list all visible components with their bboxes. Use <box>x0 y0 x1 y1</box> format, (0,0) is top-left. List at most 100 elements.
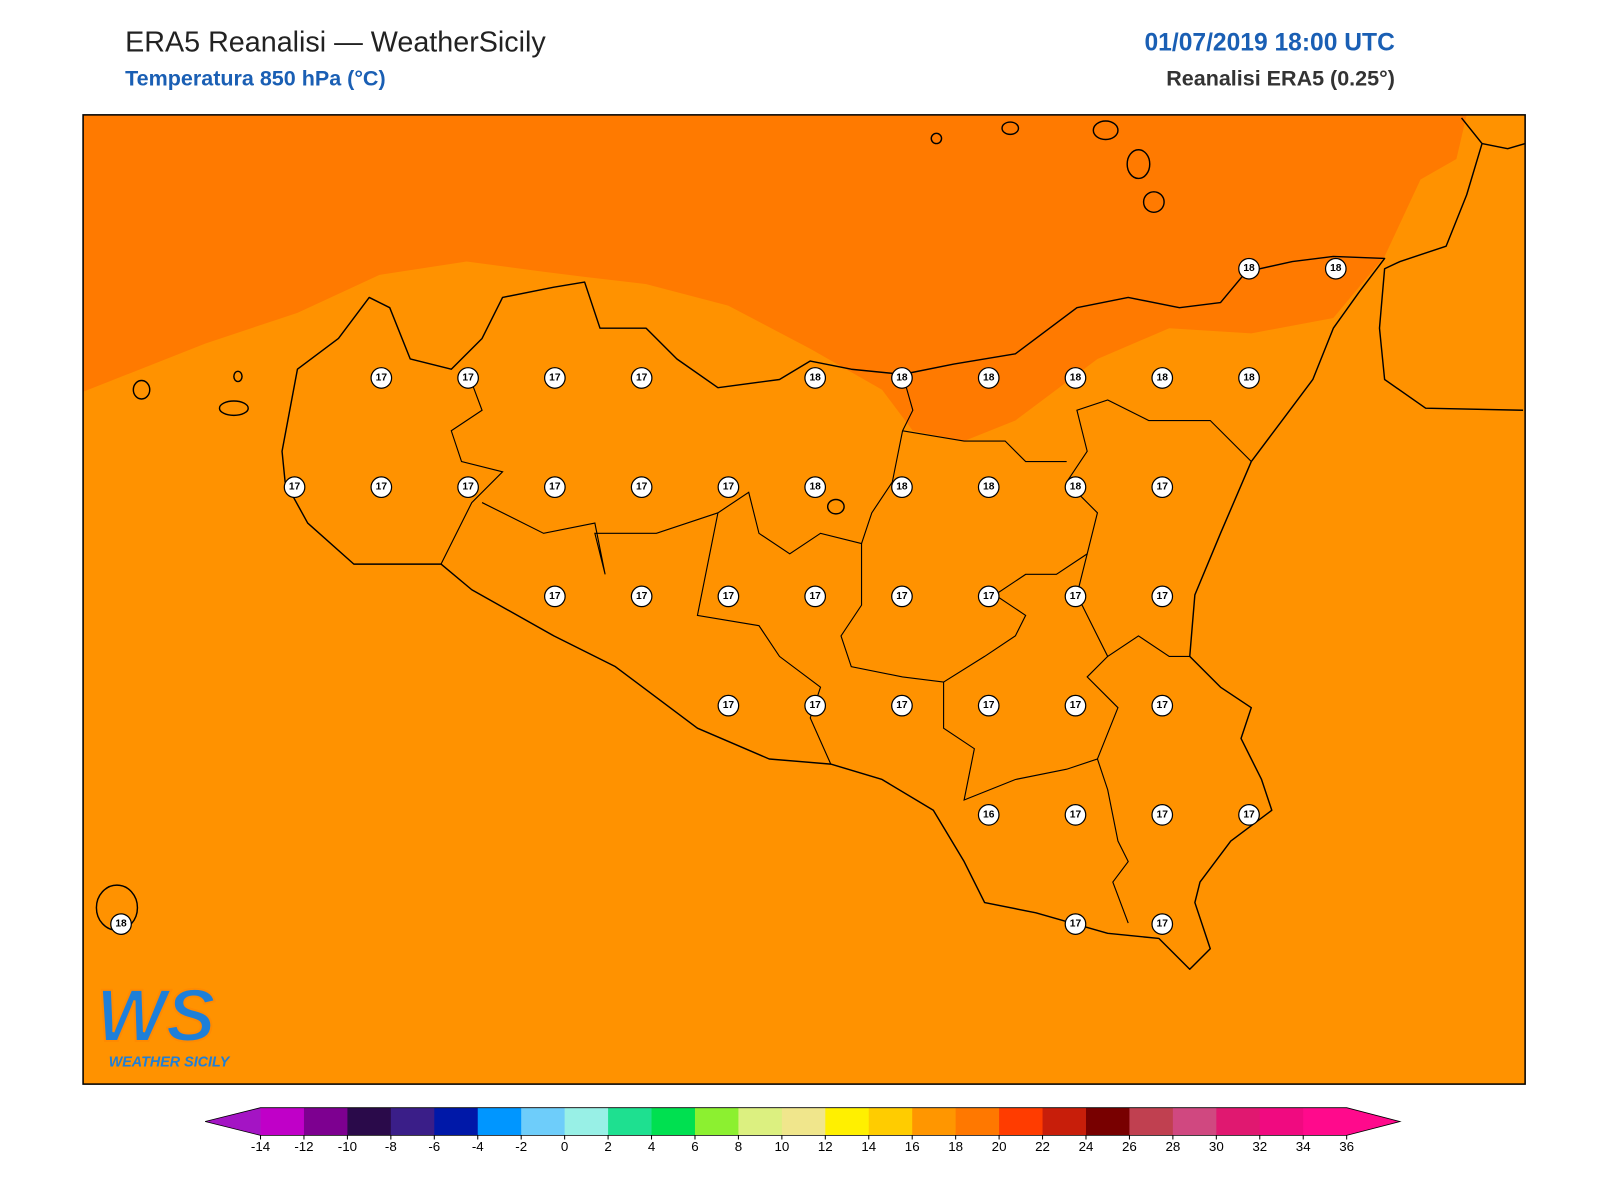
colorbar-over <box>1346 1107 1400 1136</box>
station-marker <box>977 585 1000 608</box>
lake <box>826 498 845 515</box>
colorbar-tick-label: 32 <box>1252 1139 1267 1154</box>
station-marker <box>457 367 479 389</box>
colorbar-bin <box>738 1107 783 1136</box>
station-value: 17 <box>1157 919 1169 930</box>
station-marker <box>717 585 740 608</box>
station-value: 18 <box>809 372 821 383</box>
colorbar-bin <box>390 1107 435 1136</box>
station: 17 <box>1064 585 1087 608</box>
station-value: 17 <box>983 700 995 711</box>
colorbar-tick-label: 36 <box>1339 1139 1354 1154</box>
station: 17 <box>1151 803 1174 826</box>
station: 17 <box>630 585 653 608</box>
station-value: 17 <box>636 482 648 493</box>
station-value: 18 <box>1070 482 1082 493</box>
station: 17 <box>543 476 566 499</box>
colorbar-bin <box>1085 1107 1130 1136</box>
station: 17 <box>891 585 913 608</box>
station-marker <box>1151 585 1174 608</box>
station-marker <box>1064 913 1087 935</box>
station-marker <box>630 585 653 608</box>
colorbar-tick-label: 26 <box>1122 1139 1137 1154</box>
colorbar-tick-label: -12 <box>294 1139 313 1154</box>
province-border <box>943 682 1129 924</box>
station-marker <box>1324 257 1347 280</box>
station-marker <box>1151 803 1174 826</box>
station: 18 <box>891 476 913 499</box>
stations: 18 18 17 17 17 17 18 18 18 18 18 18 17 17 17 17 17 17 18 18… <box>110 257 1347 935</box>
datetime: 01/07/2019 18:00 UTC <box>1144 30 1395 57</box>
station: 17 <box>630 367 653 389</box>
colorbar-tick-label: -8 <box>385 1139 397 1154</box>
station-marker <box>1238 803 1260 826</box>
colorbar-bin <box>825 1107 870 1136</box>
colorbar-tick-label: -2 <box>515 1139 527 1154</box>
station: 17 <box>1151 476 1174 499</box>
map-frame <box>82 114 1526 1085</box>
station-marker <box>630 476 653 499</box>
colorbar-bin <box>651 1107 696 1136</box>
station: 18 <box>1324 257 1347 280</box>
station-marker <box>977 367 1000 389</box>
colorbar-bin <box>955 1107 1000 1136</box>
station-value: 17 <box>809 700 821 711</box>
station: 18 <box>977 367 1000 389</box>
station: 18 <box>804 476 827 499</box>
station: 17 <box>804 694 827 717</box>
station-marker <box>977 476 1000 499</box>
station: 17 <box>1238 803 1260 826</box>
station-value: 17 <box>462 482 474 493</box>
station-value: 17 <box>809 591 821 602</box>
station-marker <box>977 694 1000 717</box>
station-value: 17 <box>1070 591 1082 602</box>
station: 17 <box>804 585 827 608</box>
colorbar-bin <box>608 1107 653 1136</box>
station: 17 <box>370 367 393 389</box>
station: 17 <box>1064 913 1087 935</box>
colorbar-tick-label: 18 <box>948 1139 963 1154</box>
logo: WS WEATHER SICILY <box>95 973 230 1071</box>
colorbar-bin <box>347 1107 392 1136</box>
colorbar-bin <box>1172 1107 1217 1136</box>
station: 17 <box>717 694 740 717</box>
station-value: 18 <box>896 372 908 383</box>
island <box>132 379 151 400</box>
source: Reanalisi ERA5 (0.25°) <box>1166 67 1395 91</box>
station-marker <box>1064 694 1087 717</box>
station: 17 <box>977 585 1000 608</box>
colorbar-bin <box>1042 1107 1087 1136</box>
station-value: 18 <box>809 482 821 493</box>
colorbar-tick-label: 8 <box>735 1139 742 1154</box>
station: 17 <box>717 585 740 608</box>
station-marker <box>457 476 479 499</box>
station: 17 <box>977 694 1000 717</box>
station-value: 17 <box>1070 919 1082 930</box>
warm-region <box>83 114 1467 442</box>
colorbar-tick-label: 30 <box>1209 1139 1224 1154</box>
province-border <box>902 430 1067 463</box>
colorbar-bin <box>260 1107 305 1136</box>
island <box>1092 120 1119 141</box>
station: 18 <box>1151 367 1174 389</box>
station: 18 <box>1238 257 1260 280</box>
station-value: 17 <box>1243 809 1255 820</box>
colorbar-bin <box>564 1107 609 1136</box>
station-value: 17 <box>1070 809 1082 820</box>
station-value: 17 <box>896 700 908 711</box>
station-value: 18 <box>896 482 908 493</box>
island <box>233 370 243 383</box>
station: 17 <box>457 367 479 389</box>
station-value: 17 <box>549 372 561 383</box>
station: 17 <box>717 476 740 499</box>
island <box>218 400 249 417</box>
station-marker <box>1238 367 1260 389</box>
station: 17 <box>283 476 306 499</box>
station-value: 17 <box>289 482 301 493</box>
colorbar-tick-label: -14 <box>251 1139 271 1154</box>
station-marker <box>1151 694 1174 717</box>
colorbar-bin <box>303 1107 348 1136</box>
colorbar-tick-label: 20 <box>992 1139 1007 1154</box>
colorbar-bin <box>477 1107 522 1136</box>
